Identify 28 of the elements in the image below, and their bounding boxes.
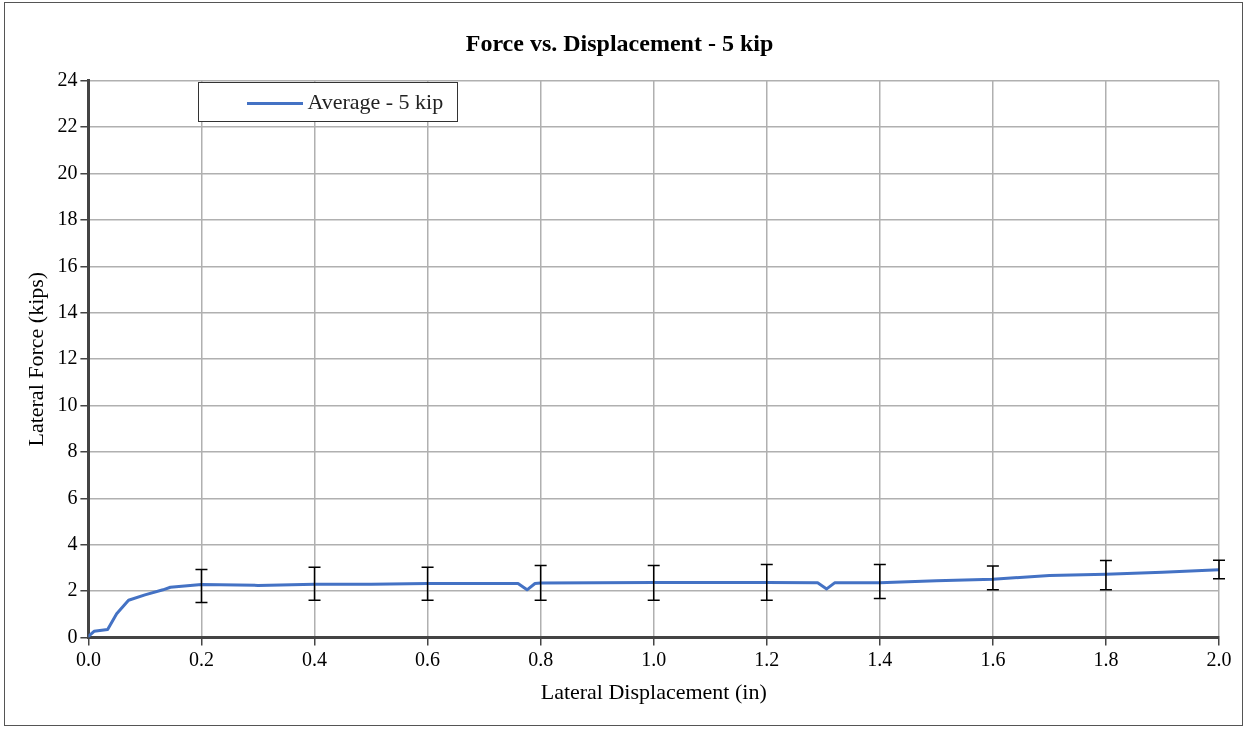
y-tick-label: 24 [57, 68, 78, 91]
y-tick-label: 8 [67, 439, 78, 462]
y-tick-label: 22 [57, 114, 78, 137]
chart-title: Force vs. Displacement - 5 kip [465, 29, 774, 56]
y-tick-label: 4 [67, 532, 78, 555]
y-tick-label: 6 [67, 485, 78, 508]
x-tick-label: 1.6 [980, 647, 1006, 670]
x-tick-label: 1.0 [641, 647, 667, 670]
y-tick-label: 0 [67, 624, 78, 647]
x-tick-label: 1.8 [1093, 647, 1119, 670]
x-tick-label: 0.6 [415, 647, 441, 670]
y-tick-label: 2 [67, 578, 78, 601]
y-tick-label: 10 [57, 392, 78, 415]
x-tick-label: 2.0 [1206, 647, 1232, 670]
y-axis-title: Lateral Force (kips) [22, 271, 48, 447]
y-tick-label: 16 [57, 253, 78, 276]
y-tick-label: 12 [57, 346, 78, 369]
legend-label: Average - 5 kip [307, 88, 444, 114]
y-tick-label: 18 [57, 207, 78, 230]
x-tick-label: 0.8 [528, 647, 554, 670]
y-tick-label: 14 [57, 300, 78, 323]
x-tick-label: 1.4 [867, 647, 893, 670]
x-tick-label: 0.4 [302, 647, 328, 670]
x-tick-label: 1.2 [754, 647, 780, 670]
x-tick-label: 0.0 [75, 647, 101, 670]
x-tick-label: 0.2 [188, 647, 214, 670]
x-axis-title: Lateral Displacement (in) [540, 678, 767, 704]
y-tick-label: 20 [57, 160, 78, 183]
